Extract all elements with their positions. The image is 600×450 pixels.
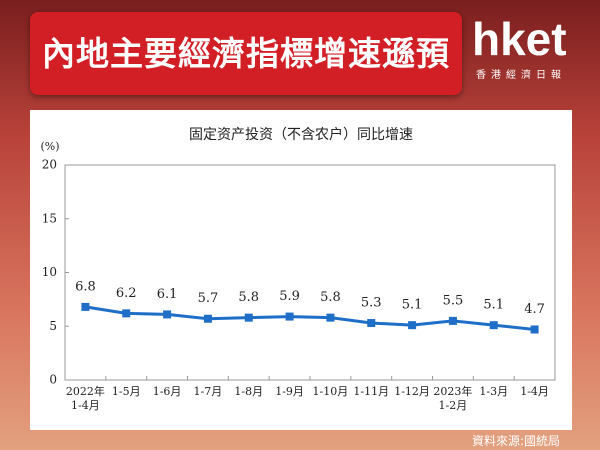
x-tick-label: 1-4月: [520, 385, 549, 398]
x-tick-label: 1-3月: [479, 385, 509, 398]
y-tick-label: 20: [42, 158, 57, 172]
x-tick-label: 1-8月: [234, 385, 264, 398]
y-tick-label: 10: [42, 265, 57, 279]
data-label: 5.8: [238, 290, 259, 305]
data-label: 5.8: [320, 290, 341, 305]
headline: 內地主要經濟指標增速遜預期: [30, 12, 462, 156]
source: 資料來源:國統局: [471, 434, 560, 448]
x-tick-label: 1-5月: [111, 385, 141, 398]
logo-subtitle: 香港經濟日報: [476, 70, 566, 81]
logo: hket: [472, 13, 567, 65]
data-label: 5.3: [361, 296, 382, 311]
x-tick-label: 1-10月: [312, 385, 349, 398]
marker: [326, 313, 335, 322]
x-tick-label: 1-7月: [193, 385, 223, 398]
data-label: 5.9: [279, 289, 300, 304]
x-tick-label: 1-6月: [152, 385, 182, 398]
marker: [203, 314, 212, 323]
y-unit: (%): [40, 140, 59, 153]
marker: [244, 313, 253, 322]
x-tick-label: 2023年 1-2月: [433, 385, 473, 412]
marker: [448, 316, 457, 325]
y-tick-label: 0: [49, 373, 57, 387]
x-tick-label: 1-9月: [275, 385, 304, 398]
chart-panel: 固定资产投资（不含农户）同比增速 (%) 0 5 10 15 20 6.8 6.2 6.1 5.…: [30, 110, 572, 430]
plot-frame: [64, 164, 556, 381]
data-label: 4.7: [524, 302, 545, 317]
y-tick-label: 15: [42, 211, 57, 225]
x-tick-label: 1-11月: [353, 385, 390, 398]
marker: [81, 302, 90, 311]
data-label: 5.1: [483, 298, 504, 313]
marker: [163, 310, 172, 319]
marker: [122, 309, 131, 318]
marker: [408, 321, 417, 330]
data-label: 6.8: [75, 279, 96, 294]
x-tick-label: 1-12月: [394, 385, 430, 398]
marker: [530, 325, 539, 334]
line: [85, 305, 535, 331]
marker: [285, 312, 294, 321]
marker: [489, 321, 498, 330]
y-tick-label: 5: [49, 319, 57, 333]
chart-title: 固定资产投资（不含农户）同比增速: [189, 126, 413, 143]
data-label: 6.1: [157, 287, 178, 302]
data-label: 5.5: [443, 293, 464, 308]
data-label: 5.1: [402, 298, 423, 313]
chart: 固定资产投资（不含农户）同比增速 (%) 0 5 10 15 20 6.8 6.2 6.1 5.…: [40, 126, 556, 387]
data-label: 6.2: [116, 286, 137, 301]
data-label: 5.7: [198, 291, 219, 306]
marker: [367, 319, 376, 328]
x-tick-label: 2022年 1-4月: [65, 385, 105, 412]
